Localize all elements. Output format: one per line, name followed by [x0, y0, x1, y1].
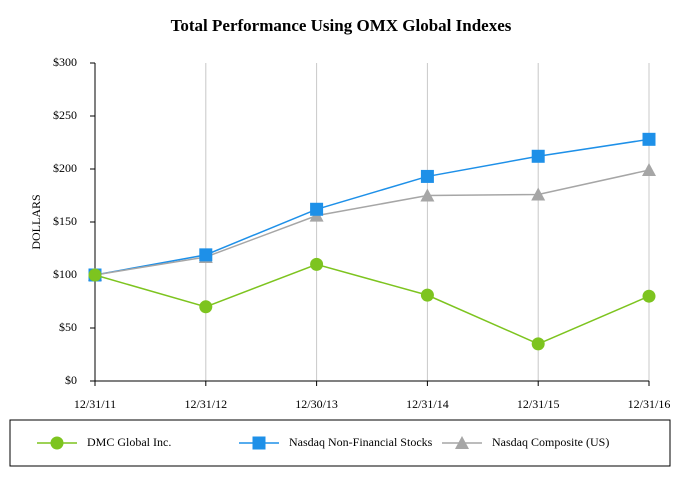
point [531, 187, 546, 201]
y-tick-label: $100 [53, 267, 77, 281]
legend-marker [252, 436, 266, 450]
point [88, 268, 102, 282]
x-tick-label: 12/31/16 [628, 397, 671, 411]
y-tick-label: $300 [53, 55, 77, 69]
point [420, 288, 434, 302]
point [310, 257, 324, 271]
x-tick-label: 12/31/12 [184, 397, 227, 411]
legend-marker [455, 436, 469, 449]
point [531, 149, 545, 163]
y-tick-label: $150 [53, 214, 77, 228]
series-line [94, 138, 650, 276]
point [642, 132, 656, 146]
series-line [94, 263, 650, 345]
y-axis-label: DOLLARS [29, 194, 43, 249]
point [531, 337, 545, 351]
legend-label: Nasdaq Non-Financial Stocks [289, 435, 433, 449]
legend-marker [50, 436, 64, 450]
y-tick-label: $0 [65, 373, 77, 387]
point [642, 289, 656, 303]
point [310, 202, 324, 216]
x-tick-label: 12/31/11 [74, 397, 116, 411]
legend-label: Nasdaq Composite (US) [492, 435, 609, 449]
point [199, 300, 213, 314]
point [420, 169, 434, 183]
point [420, 188, 435, 202]
chart-title: Total Performance Using OMX Global Index… [171, 16, 512, 35]
y-tick-label: $250 [53, 108, 77, 122]
y-tick-label: $50 [59, 320, 77, 334]
x-tick-label: 12/30/13 [295, 397, 338, 411]
legend-label: DMC Global Inc. [87, 435, 171, 449]
point [642, 163, 656, 177]
x-tick-label: 12/31/15 [517, 397, 560, 411]
legend-box [9, 419, 671, 467]
point [199, 248, 213, 262]
series-line [94, 169, 650, 276]
y-tick-label: $200 [53, 161, 77, 175]
x-tick-label: 12/31/14 [406, 397, 449, 411]
